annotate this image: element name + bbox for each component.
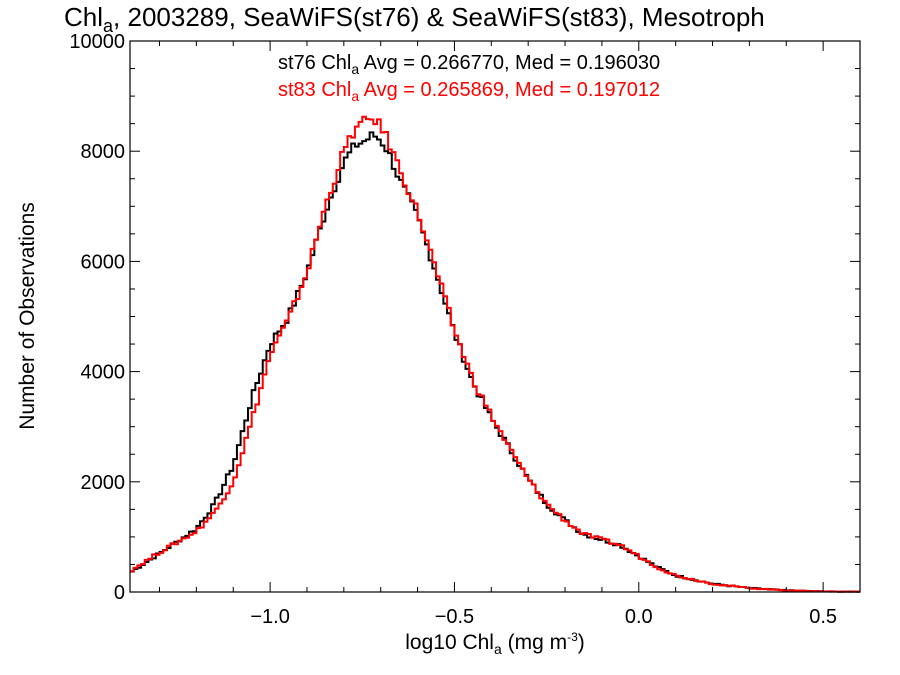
st76-stats-annotation: st76 Chla Avg = 0.266770, Med = 0.196030 bbox=[278, 52, 660, 77]
x-tick-label: −1.0 bbox=[250, 606, 289, 628]
st83-histogram-line bbox=[130, 115, 860, 593]
y-tick-label: 2000 bbox=[81, 472, 126, 494]
st83-stats-annotation: st83 Chla Avg = 0.265869, Med = 0.197012 bbox=[278, 79, 660, 104]
y-tick-label: 6000 bbox=[81, 251, 126, 273]
y-axis-title: Number of Observations bbox=[16, 202, 39, 430]
axis-ticks: −1.0 −0.5 0.0 0.5 0 2000 4000 6000 8000 10000 bbox=[69, 31, 860, 628]
plot-frame bbox=[129, 40, 861, 593]
y-tick-label: 8000 bbox=[81, 141, 126, 163]
x-tick-label: 0.0 bbox=[625, 606, 653, 628]
x-tick-label: 0.5 bbox=[809, 606, 837, 628]
x-tick-label: −0.5 bbox=[435, 606, 474, 628]
x-axis-title: log10 Chla (mg m-3) bbox=[405, 630, 585, 657]
chart-title: Chla, 2003289, SeaWiFS(st76) & SeaWiFS(s… bbox=[64, 2, 765, 36]
y-tick-label: 4000 bbox=[81, 362, 126, 384]
st76-histogram-line bbox=[130, 131, 860, 593]
y-tick-label: 0 bbox=[114, 582, 125, 604]
y-tick-label: 10000 bbox=[69, 31, 125, 53]
plot-series bbox=[130, 115, 860, 593]
